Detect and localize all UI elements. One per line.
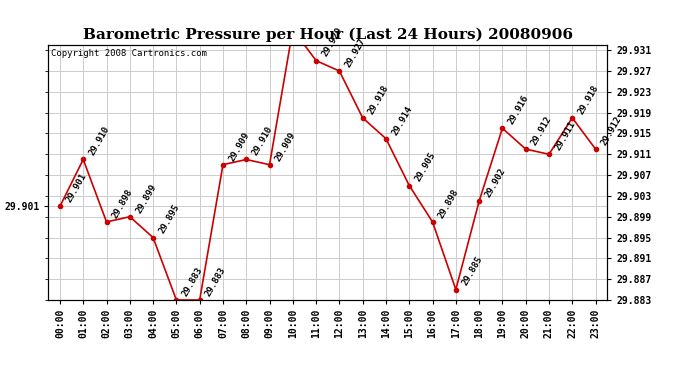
Text: 29.902: 29.902 (483, 166, 507, 199)
Text: 29.916: 29.916 (506, 94, 531, 126)
Text: 29.909: 29.909 (227, 130, 251, 162)
Title: Barometric Pressure per Hour (Last 24 Hours) 20080906: Barometric Pressure per Hour (Last 24 Ho… (83, 28, 573, 42)
Text: 29.909: 29.909 (274, 130, 297, 162)
Text: 29.914: 29.914 (390, 104, 414, 136)
Text: 29.901: 29.901 (64, 172, 88, 204)
Text: 29.935: 29.935 (0, 374, 1, 375)
Text: 29.885: 29.885 (460, 255, 484, 287)
Text: 29.927: 29.927 (344, 36, 368, 69)
Text: 29.910: 29.910 (250, 125, 275, 158)
Text: 29.895: 29.895 (157, 203, 181, 236)
Text: 29.912: 29.912 (530, 114, 554, 147)
Text: 29.929: 29.929 (320, 26, 344, 58)
Text: 29.883: 29.883 (204, 266, 228, 298)
Text: 29.918: 29.918 (576, 83, 600, 116)
Text: 29.898: 29.898 (110, 188, 135, 220)
Text: 29.918: 29.918 (367, 83, 391, 116)
Text: Copyright 2008 Cartronics.com: Copyright 2008 Cartronics.com (51, 49, 207, 58)
Text: 29.883: 29.883 (181, 266, 204, 298)
Text: 29.899: 29.899 (134, 182, 158, 214)
Text: 29.905: 29.905 (413, 151, 437, 183)
Text: 29.911: 29.911 (553, 120, 577, 152)
Text: 29.898: 29.898 (437, 188, 461, 220)
Text: 29.912: 29.912 (600, 114, 624, 147)
Text: 29.910: 29.910 (88, 125, 111, 158)
